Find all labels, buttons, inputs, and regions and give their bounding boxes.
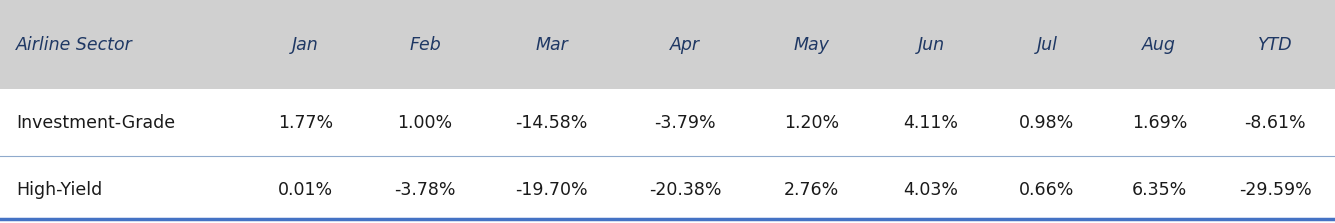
Text: Jan: Jan [292,36,319,54]
Text: Aug: Aug [1143,36,1176,54]
Text: Apr: Apr [670,36,700,54]
Text: 4.11%: 4.11% [904,114,959,132]
Text: 1.20%: 1.20% [784,114,840,132]
Text: Jun: Jun [917,36,945,54]
Text: 1.00%: 1.00% [398,114,453,132]
Text: -8.61%: -8.61% [1244,114,1306,132]
Text: 0.01%: 0.01% [278,181,334,198]
Text: -14.58%: -14.58% [515,114,587,132]
Text: Feb: Feb [410,36,441,54]
Text: 0.66%: 0.66% [1019,181,1075,198]
Text: May: May [793,36,829,54]
Text: 0.98%: 0.98% [1020,114,1075,132]
Bar [0,0,1335,89]
Bar [0,89,1335,156]
Text: 1.77%: 1.77% [278,114,334,132]
Text: 2.76%: 2.76% [784,181,840,198]
Text: High-Yield: High-Yield [16,181,103,198]
Text: 1.69%: 1.69% [1132,114,1187,132]
Text: -3.79%: -3.79% [654,114,716,132]
Text: -29.59%: -29.59% [1239,181,1312,198]
Text: Jul: Jul [1036,36,1057,54]
Bar [0,156,1335,223]
Text: YTD: YTD [1258,36,1292,54]
Text: -3.78%: -3.78% [394,181,455,198]
Text: Mar: Mar [535,36,567,54]
Text: Airline Sector: Airline Sector [16,36,132,54]
Text: 6.35%: 6.35% [1132,181,1187,198]
Text: Investment-Grade: Investment-Grade [16,114,175,132]
Text: -19.70%: -19.70% [515,181,587,198]
Text: 4.03%: 4.03% [904,181,959,198]
Text: -20.38%: -20.38% [649,181,721,198]
